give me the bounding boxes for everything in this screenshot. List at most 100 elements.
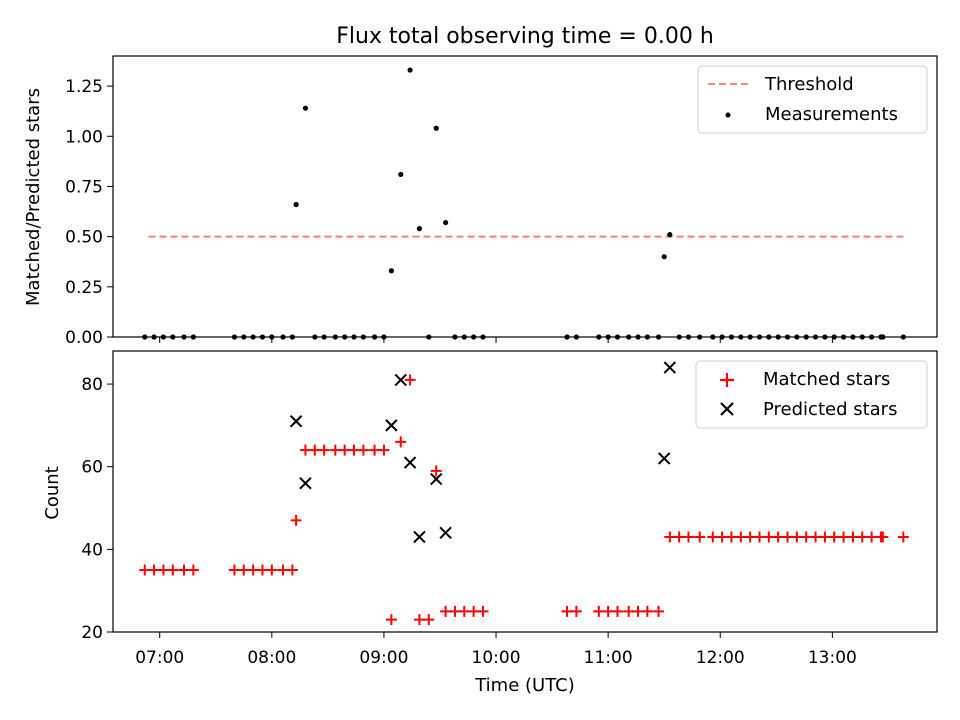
matched-star-point bbox=[664, 531, 676, 543]
matched-star-point bbox=[228, 564, 240, 576]
matched-star-point bbox=[238, 564, 250, 576]
x-tick-label: 12:00 bbox=[696, 648, 745, 668]
matched-star-point bbox=[641, 605, 653, 617]
matched-star-point bbox=[866, 531, 878, 543]
matched-star-point bbox=[329, 444, 341, 456]
matched-star-point bbox=[139, 564, 151, 576]
x-tick-label: 08:00 bbox=[247, 648, 296, 668]
matched-star-point bbox=[286, 564, 298, 576]
x-tick-label: 13:00 bbox=[808, 648, 857, 668]
matched-star-point bbox=[357, 444, 369, 456]
matched-star-point bbox=[477, 605, 489, 617]
measurement-point bbox=[293, 201, 299, 208]
matched-star-point bbox=[673, 531, 685, 543]
legend-measurements-swatch bbox=[725, 112, 731, 118]
matched-star-point bbox=[602, 605, 614, 617]
matched-star-point bbox=[395, 436, 407, 448]
matched-star-point bbox=[309, 444, 321, 456]
matched-star-point bbox=[707, 531, 719, 543]
matched-star-point bbox=[290, 514, 302, 526]
top-y-tick-label: 0.00 bbox=[65, 328, 103, 348]
matched-star-point bbox=[413, 614, 425, 626]
matched-star-point bbox=[772, 531, 784, 543]
matched-star-point bbox=[753, 531, 765, 543]
measurement-point bbox=[667, 232, 673, 238]
measurement-point bbox=[407, 67, 413, 73]
matched-star-point bbox=[838, 531, 850, 543]
matched-star-point bbox=[339, 444, 351, 456]
top-plot-area: 0.00 0.25 0.50 0.75 1.00 1.25 bbox=[65, 67, 906, 348]
matched-star-point bbox=[256, 564, 268, 576]
matched-star-point bbox=[561, 605, 573, 617]
matched-star-point bbox=[682, 531, 694, 543]
measurement-point bbox=[661, 254, 667, 260]
predicted-star-point bbox=[289, 415, 303, 428]
matched-star-point bbox=[277, 564, 289, 576]
matched-star-point bbox=[348, 444, 360, 456]
matched-star-point bbox=[148, 564, 160, 576]
matched-star-point bbox=[800, 531, 812, 543]
matched-star-point bbox=[369, 444, 381, 456]
top-ylabel: Matched/Predicted stars bbox=[23, 88, 44, 306]
top-legend: Threshold Measurements bbox=[697, 65, 928, 134]
predicted-star-point bbox=[299, 477, 312, 490]
matched-star-point bbox=[735, 531, 747, 543]
measurement-point bbox=[433, 125, 439, 131]
matched-star-point bbox=[187, 564, 199, 576]
top-axes-frame bbox=[112, 55, 938, 338]
measurement-point bbox=[302, 105, 309, 111]
matched-star-point bbox=[632, 605, 644, 617]
bottom-legend: Matched stars Predicted stars bbox=[695, 360, 928, 429]
x-tick-label: 11:00 bbox=[584, 648, 633, 668]
matched-star-point bbox=[611, 605, 623, 617]
matched-star-point bbox=[716, 531, 728, 543]
matched-star-point bbox=[810, 531, 822, 543]
matched-star-point bbox=[449, 605, 461, 617]
matched-star-point bbox=[404, 374, 416, 386]
matched-star-point bbox=[178, 564, 190, 576]
matched-star-point bbox=[877, 531, 889, 543]
matched-star-point bbox=[782, 531, 794, 543]
predicted-star-point bbox=[403, 456, 417, 469]
bottom-legend-box bbox=[695, 360, 928, 429]
matched-star-point bbox=[725, 531, 737, 543]
measurement-point bbox=[388, 268, 395, 274]
matched-star-point bbox=[897, 531, 909, 543]
matched-star-point bbox=[299, 444, 311, 456]
matched-star-point bbox=[468, 605, 480, 617]
top-y-tick-label: 0.75 bbox=[65, 177, 103, 197]
predicted-star-point bbox=[657, 452, 671, 465]
bottom-plot-area: 20 40 60 80 bbox=[81, 361, 909, 643]
matched-star-point bbox=[744, 531, 756, 543]
matched-star-point bbox=[694, 531, 706, 543]
bottom-y-tick-label: 20 bbox=[81, 623, 103, 643]
legend-predicted-swatch bbox=[720, 402, 734, 416]
matched-star-point bbox=[653, 605, 665, 617]
top-y-tick-label: 1.25 bbox=[65, 77, 103, 97]
top-y-tick-label: 0.25 bbox=[65, 278, 103, 298]
predicted-star-point bbox=[430, 472, 443, 486]
matched-star-point bbox=[266, 564, 278, 576]
matched-star-point bbox=[318, 444, 330, 456]
predicted-star-point bbox=[385, 419, 398, 432]
chart-title: Flux total observing time = 0.00 h bbox=[336, 24, 714, 49]
matched-star-point bbox=[623, 605, 635, 617]
top-panel: 0.00 0.25 0.50 0.75 1.00 1.25 Matched/Predict… bbox=[23, 55, 938, 348]
matched-star-point bbox=[385, 614, 397, 626]
legend-matched-label: Matched stars bbox=[763, 369, 890, 390]
matched-star-point bbox=[430, 465, 442, 477]
top-y-tick-label: 0.50 bbox=[65, 228, 103, 248]
matched-star-point bbox=[819, 531, 831, 543]
bottom-ylabel: Count bbox=[42, 466, 63, 519]
legend-predicted-label: Predicted stars bbox=[763, 399, 897, 420]
matched-star-point bbox=[828, 531, 840, 543]
top-legend-box bbox=[697, 65, 928, 134]
matched-star-point bbox=[763, 531, 775, 543]
matched-star-point bbox=[593, 605, 605, 617]
matched-star-point bbox=[157, 564, 169, 576]
bottom-y-tick-label: 60 bbox=[81, 458, 103, 478]
matched-star-point bbox=[847, 531, 859, 543]
matched-star-point bbox=[570, 605, 582, 617]
bottom-panel: 20 40 60 80 Count Matched stars Predicted s… bbox=[42, 350, 938, 696]
